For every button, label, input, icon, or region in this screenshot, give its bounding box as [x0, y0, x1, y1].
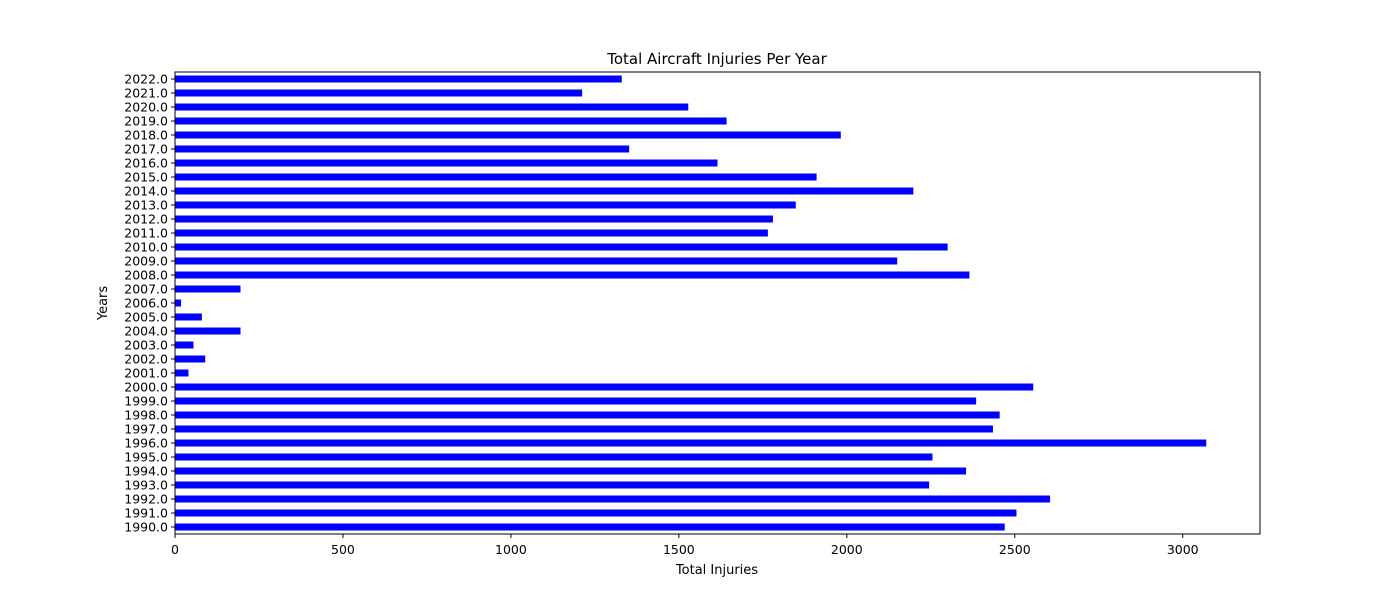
y-tick-label: 2020.0 — [124, 100, 168, 115]
bar-1995-0 — [175, 453, 933, 461]
y-tick-label: 2019.0 — [124, 114, 168, 129]
bar-2008-0 — [175, 271, 970, 279]
plot-frame — [174, 71, 1261, 535]
bar-1996-0 — [175, 439, 1207, 447]
bar-2011-0 — [175, 229, 768, 237]
bar-2005-0 — [175, 313, 202, 321]
bar-1993-0 — [175, 481, 930, 489]
y-tick-label: 1990.0 — [124, 520, 168, 535]
y-tick-label: 2014.0 — [124, 184, 168, 199]
x-tick-label: 500 — [331, 542, 355, 557]
bar-1991-0 — [175, 509, 1017, 517]
y-tick-label: 1998.0 — [124, 408, 168, 423]
x-tick-label: 1000 — [495, 542, 527, 557]
y-tick-label: 1995.0 — [124, 450, 168, 465]
y-tick-label: 1993.0 — [124, 478, 168, 493]
bar-2006-0 — [175, 299, 182, 307]
bar-2013-0 — [175, 201, 796, 209]
x-tick-label: 2000 — [831, 542, 863, 557]
y-tick-label: 2001.0 — [124, 366, 168, 381]
bar-2002-0 — [175, 355, 206, 363]
y-axis-label: Years — [96, 286, 111, 322]
bar-1994-0 — [175, 467, 967, 475]
y-tick-label: 1994.0 — [124, 464, 168, 479]
y-tick-label: 2018.0 — [124, 128, 168, 143]
y-tick-label: 2004.0 — [124, 324, 168, 339]
bar-2019-0 — [175, 117, 727, 125]
y-tick-label: 1997.0 — [124, 422, 168, 437]
bar-1998-0 — [175, 411, 1000, 419]
y-tick-label: 2006.0 — [124, 296, 168, 311]
bar-2016-0 — [175, 159, 718, 167]
bar-1997-0 — [175, 425, 993, 433]
y-tick-label: 2003.0 — [124, 338, 168, 353]
bar-2007-0 — [175, 285, 241, 293]
x-axis-label: Total Injuries — [675, 563, 758, 578]
x-tick-label: 0 — [171, 542, 179, 557]
bar-2003-0 — [175, 341, 194, 349]
bar-2015-0 — [175, 173, 817, 181]
bar-2022-0 — [175, 75, 622, 83]
bar-2001-0 — [175, 369, 189, 377]
bar-2004-0 — [175, 327, 241, 335]
bar-2017-0 — [175, 145, 630, 153]
bar-1992-0 — [175, 495, 1051, 503]
bar-2021-0 — [175, 89, 583, 97]
bar-2010-0 — [175, 243, 948, 251]
y-tick-label: 2008.0 — [124, 268, 168, 283]
y-tick-label: 2012.0 — [124, 212, 168, 227]
y-tick-label: 2000.0 — [124, 380, 168, 395]
y-tick-label: 2011.0 — [124, 226, 168, 241]
y-tick-label: 2021.0 — [124, 86, 168, 101]
y-tick-label: 1991.0 — [124, 506, 168, 521]
y-tick-label: 1999.0 — [124, 394, 168, 409]
bar-2014-0 — [175, 187, 914, 195]
x-tick-label: 2500 — [999, 542, 1031, 557]
y-tick-label: 2022.0 — [124, 72, 168, 87]
y-tick-label: 2017.0 — [124, 142, 168, 157]
y-tick-label: 2015.0 — [124, 170, 168, 185]
y-tick-label: 2016.0 — [124, 156, 168, 171]
y-tick-label: 1996.0 — [124, 436, 168, 451]
bar-2018-0 — [175, 131, 841, 139]
y-tick-label: 2009.0 — [124, 254, 168, 269]
bar-2000-0 — [175, 383, 1034, 391]
chart-title: Total Aircraft Injuries Per Year — [606, 50, 827, 68]
bars-layer — [175, 75, 1207, 531]
y-tick-label: 1992.0 — [124, 492, 168, 507]
y-tick-label: 2013.0 — [124, 198, 168, 213]
bar-1999-0 — [175, 397, 977, 405]
y-axis: 1990.01991.01992.01993.01994.01995.01996… — [124, 72, 175, 535]
bar-2020-0 — [175, 103, 689, 111]
bar-1990-0 — [175, 523, 1005, 531]
x-tick-label: 1500 — [663, 542, 695, 557]
y-tick-label: 2010.0 — [124, 240, 168, 255]
y-tick-label: 2002.0 — [124, 352, 168, 367]
y-tick-label: 2007.0 — [124, 282, 168, 297]
x-tick-label: 3000 — [1167, 542, 1199, 557]
bar-2012-0 — [175, 215, 773, 223]
x-axis: 0 500 1000 1500 2000 2500 3000 — [171, 534, 1199, 557]
bar-2009-0 — [175, 257, 898, 265]
y-tick-label: 2005.0 — [124, 310, 168, 325]
